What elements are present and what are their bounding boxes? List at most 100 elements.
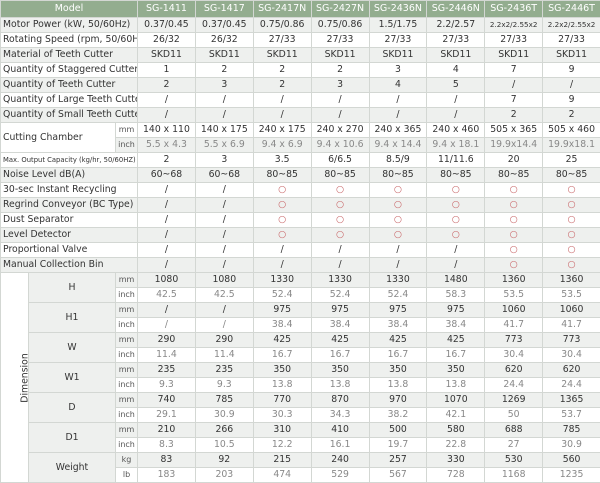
unit-cell: kg: [116, 453, 138, 468]
value-cell: 5: [427, 78, 485, 93]
value-cell: 27: [485, 438, 543, 453]
value-cell: 870: [311, 393, 369, 408]
value-cell: /: [138, 108, 196, 123]
model-name: SG-2417N: [253, 1, 311, 18]
value-cell: 30.4: [543, 348, 600, 363]
value-cell: ○: [543, 258, 600, 273]
value-cell: /: [369, 93, 427, 108]
value-cell: 53.7: [543, 408, 600, 423]
item-label: H: [29, 273, 116, 303]
value-cell: 1365: [543, 393, 600, 408]
item-label: Weight: [29, 453, 116, 483]
value-cell: 975: [369, 303, 427, 318]
value-cell: /: [138, 228, 196, 243]
value-cell: ○: [427, 213, 485, 228]
unit-cell: lb: [116, 468, 138, 483]
unit-cell: inch: [116, 438, 138, 453]
value-cell: 0.37/0.45: [195, 18, 253, 33]
value-cell: 4: [427, 63, 485, 78]
value-cell: ○: [311, 228, 369, 243]
value-cell: /: [427, 93, 485, 108]
table-row: Proportional Valve//////○○: [1, 243, 600, 258]
model-name: SG-2436N: [369, 1, 427, 18]
value-cell: 52.4: [311, 288, 369, 303]
value-cell: 4: [369, 78, 427, 93]
value-cell: ○: [485, 258, 543, 273]
value-cell: ○: [543, 213, 600, 228]
item-label: W: [29, 333, 116, 363]
value-cell: 80~85: [427, 168, 485, 183]
value-cell: 1168: [485, 468, 543, 483]
row-label: Manual Collection Bin: [1, 258, 138, 273]
value-cell: 567: [369, 468, 427, 483]
value-cell: 41.7: [543, 318, 600, 333]
value-cell: 9: [543, 63, 600, 78]
value-cell: /: [311, 108, 369, 123]
value-cell: 34.3: [311, 408, 369, 423]
value-cell: 140 x 175: [195, 123, 253, 138]
value-cell: 210: [138, 423, 196, 438]
value-cell: 41.7: [485, 318, 543, 333]
value-cell: 350: [427, 363, 485, 378]
row-label: Quantity of Small Teeth Cutter: [1, 108, 138, 123]
value-cell: 240 x 365: [369, 123, 427, 138]
row-label: Noise Level dB(A): [1, 168, 138, 183]
unit-cell: inch: [116, 408, 138, 423]
value-cell: 688: [485, 423, 543, 438]
row-label: Quantity of Large Teeth Cutter: [1, 93, 138, 108]
value-cell: 620: [485, 363, 543, 378]
value-cell: /: [485, 78, 543, 93]
value-cell: 58.3: [427, 288, 485, 303]
value-cell: 9.4 x 18.1: [427, 138, 485, 153]
value-cell: /: [369, 243, 427, 258]
value-cell: 350: [311, 363, 369, 378]
value-cell: 42.1: [427, 408, 485, 423]
value-cell: 3: [195, 78, 253, 93]
value-cell: 560: [543, 453, 600, 468]
value-cell: 30.9: [195, 408, 253, 423]
table-row: Regrind Conveyor (BC Type)//○○○○○○: [1, 198, 600, 213]
value-cell: 505 x 365: [485, 123, 543, 138]
value-cell: 2: [311, 63, 369, 78]
value-cell: SKD11: [369, 48, 427, 63]
value-cell: ○: [311, 213, 369, 228]
value-cell: /: [195, 228, 253, 243]
value-cell: /: [195, 183, 253, 198]
value-cell: /: [138, 258, 196, 273]
row-label: Quantity of Staggered Cutter: [1, 63, 138, 78]
item-label: H1: [29, 303, 116, 333]
value-cell: 5.5 x 4.3: [138, 138, 196, 153]
value-cell: SKD11: [543, 48, 600, 63]
value-cell: 530: [485, 453, 543, 468]
value-cell: 8.5/9: [369, 153, 427, 168]
value-cell: 240: [311, 453, 369, 468]
value-cell: /: [138, 318, 196, 333]
dimension-text: Dimension: [20, 353, 29, 402]
row-label: Material of Teeth Cutter: [1, 48, 138, 63]
value-cell: /: [311, 93, 369, 108]
value-cell: 80~85: [485, 168, 543, 183]
value-cell: /: [195, 198, 253, 213]
unit-cell: mm: [116, 303, 138, 318]
unit-cell: mm: [116, 273, 138, 288]
table-row: Level Detector//○○○○○○: [1, 228, 600, 243]
value-cell: 350: [369, 363, 427, 378]
row-label: Regrind Conveyor (BC Type): [1, 198, 138, 213]
value-cell: 52.4: [369, 288, 427, 303]
value-cell: 38.4: [369, 318, 427, 333]
value-cell: /: [427, 258, 485, 273]
value-cell: ○: [543, 228, 600, 243]
value-cell: 215: [253, 453, 311, 468]
value-cell: /: [195, 318, 253, 333]
value-cell: 425: [253, 333, 311, 348]
value-cell: 60~68: [195, 168, 253, 183]
unit-cell: inch: [116, 348, 138, 363]
value-cell: /: [311, 243, 369, 258]
value-cell: 350: [253, 363, 311, 378]
